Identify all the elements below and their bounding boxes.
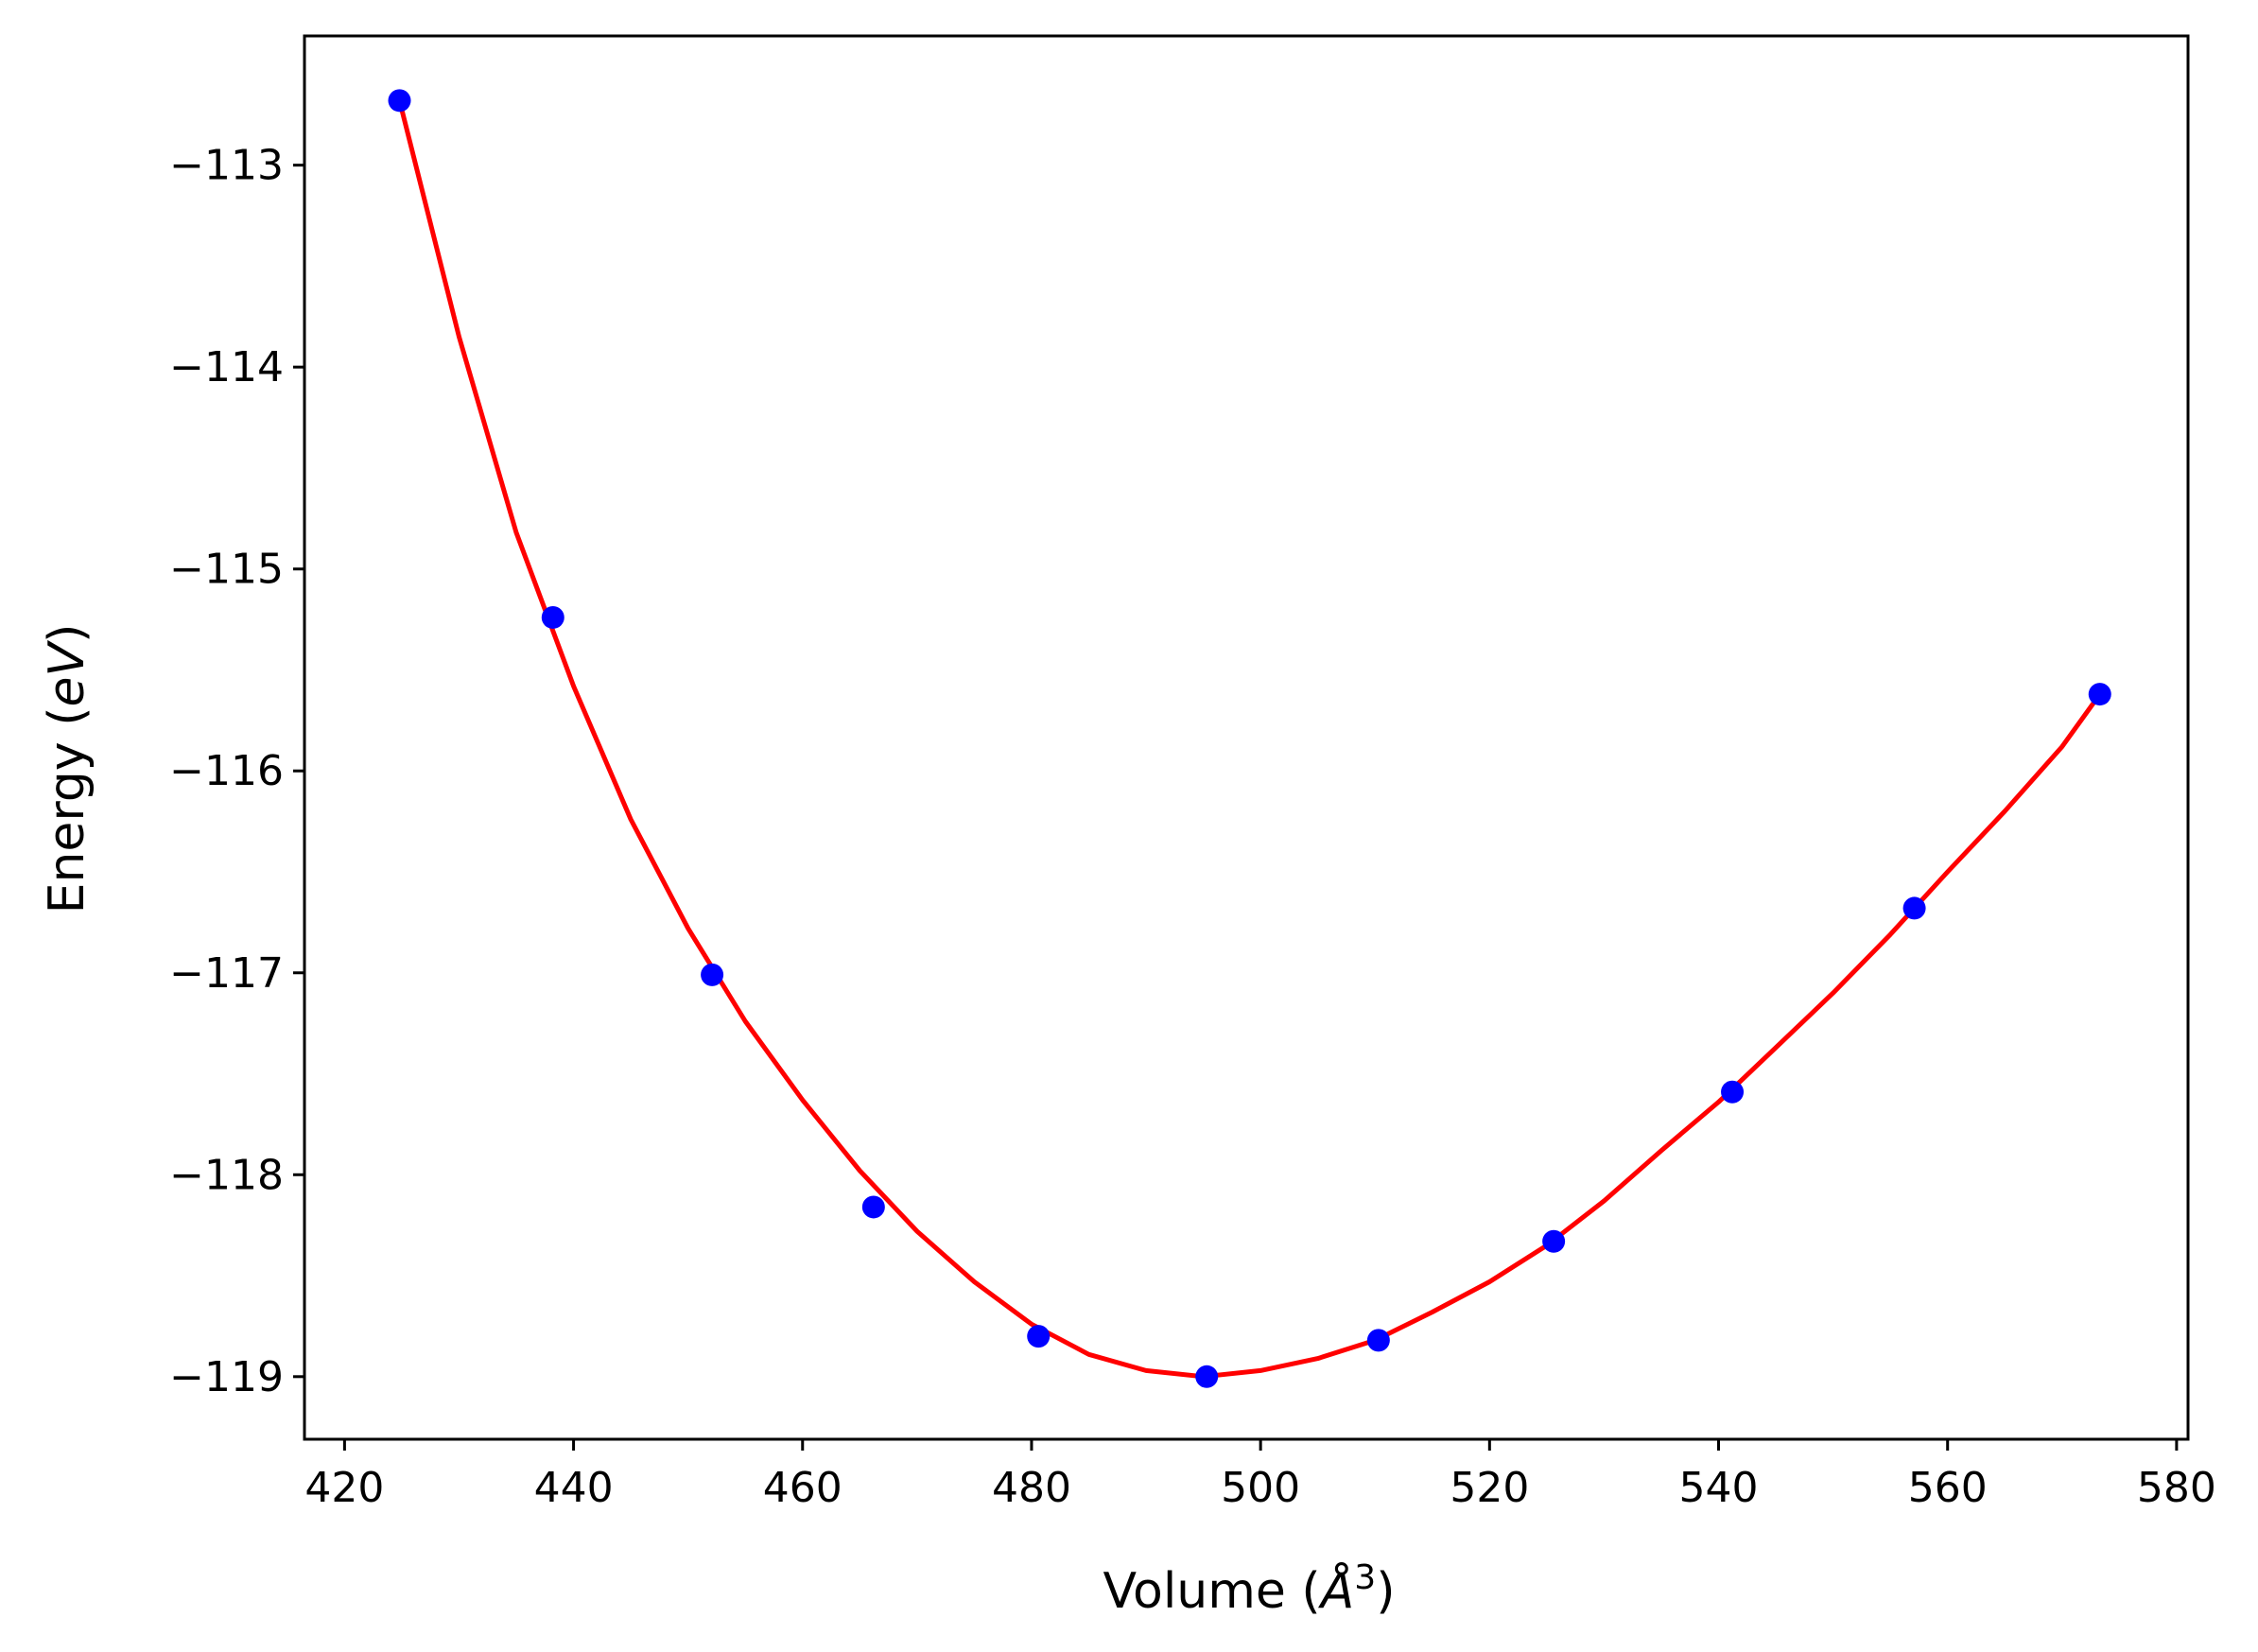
x-tick-label: 460 [763,1464,842,1512]
data-point [1366,1329,1390,1352]
x-axis-ticks: 420 440 460 480 500 520 540 560 580 [304,1439,2216,1512]
y-tick-label: −115 [169,546,284,594]
x-tick-label: 440 [534,1464,614,1512]
data-point [1195,1365,1219,1388]
data-point [388,89,411,113]
x-axis-label: Volume (Å3) [1103,1558,1396,1621]
y-tick-label: −113 [169,142,284,190]
data-point [1721,1080,1745,1104]
data-point [701,963,724,986]
y-tick-label: −117 [169,949,284,998]
data-point [1902,896,1926,920]
x-tick-label: 580 [2137,1464,2216,1512]
y-tick-label: −116 [169,747,284,795]
y-tick-label: −114 [169,343,284,391]
y-tick-label: −119 [169,1353,284,1401]
y-axis-label: Energy (eV) [39,624,96,914]
data-point [2088,683,2111,706]
y-tick-label: −118 [169,1151,284,1199]
x-tick-label: 560 [1908,1464,1988,1512]
data-point [861,1195,885,1219]
data-point [1027,1325,1051,1348]
fit-curve-layer [397,99,2102,1380]
data-points-layer [388,89,2111,1388]
x-tick-label: 420 [304,1464,384,1512]
y-axis-ticks: −113 −114 −115 −116 −117 −118 −119 [169,142,304,1401]
x-tick-label: 480 [992,1464,1071,1512]
data-point [541,605,564,629]
data-point [1542,1229,1566,1253]
fit-curve-line [397,99,2102,1380]
plot-frame [303,34,2190,1441]
x-tick-label: 500 [1221,1464,1300,1512]
x-tick-label: 520 [1450,1464,1529,1512]
x-tick-label: 540 [1679,1464,1759,1512]
